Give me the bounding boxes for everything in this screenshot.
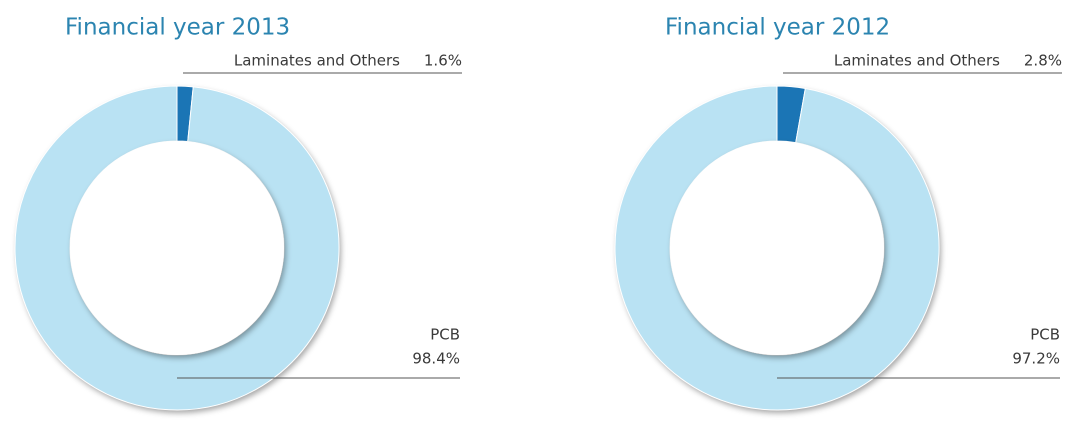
chart-title: Financial year 2012 [665,15,890,41]
category-label: Laminates and Others [834,52,1000,70]
hole [70,141,284,355]
category-label: PCB [430,326,460,344]
category-label: Laminates and Others [234,52,400,70]
hole [670,141,884,355]
value-label: 98.4% [412,350,460,368]
value-label: 97.2% [1012,350,1060,368]
category-label: PCB [1030,326,1060,344]
value-label: 2.8% [1024,52,1062,70]
chart-title: Financial year 2013 [65,15,290,41]
value-label: 1.6% [424,52,462,70]
